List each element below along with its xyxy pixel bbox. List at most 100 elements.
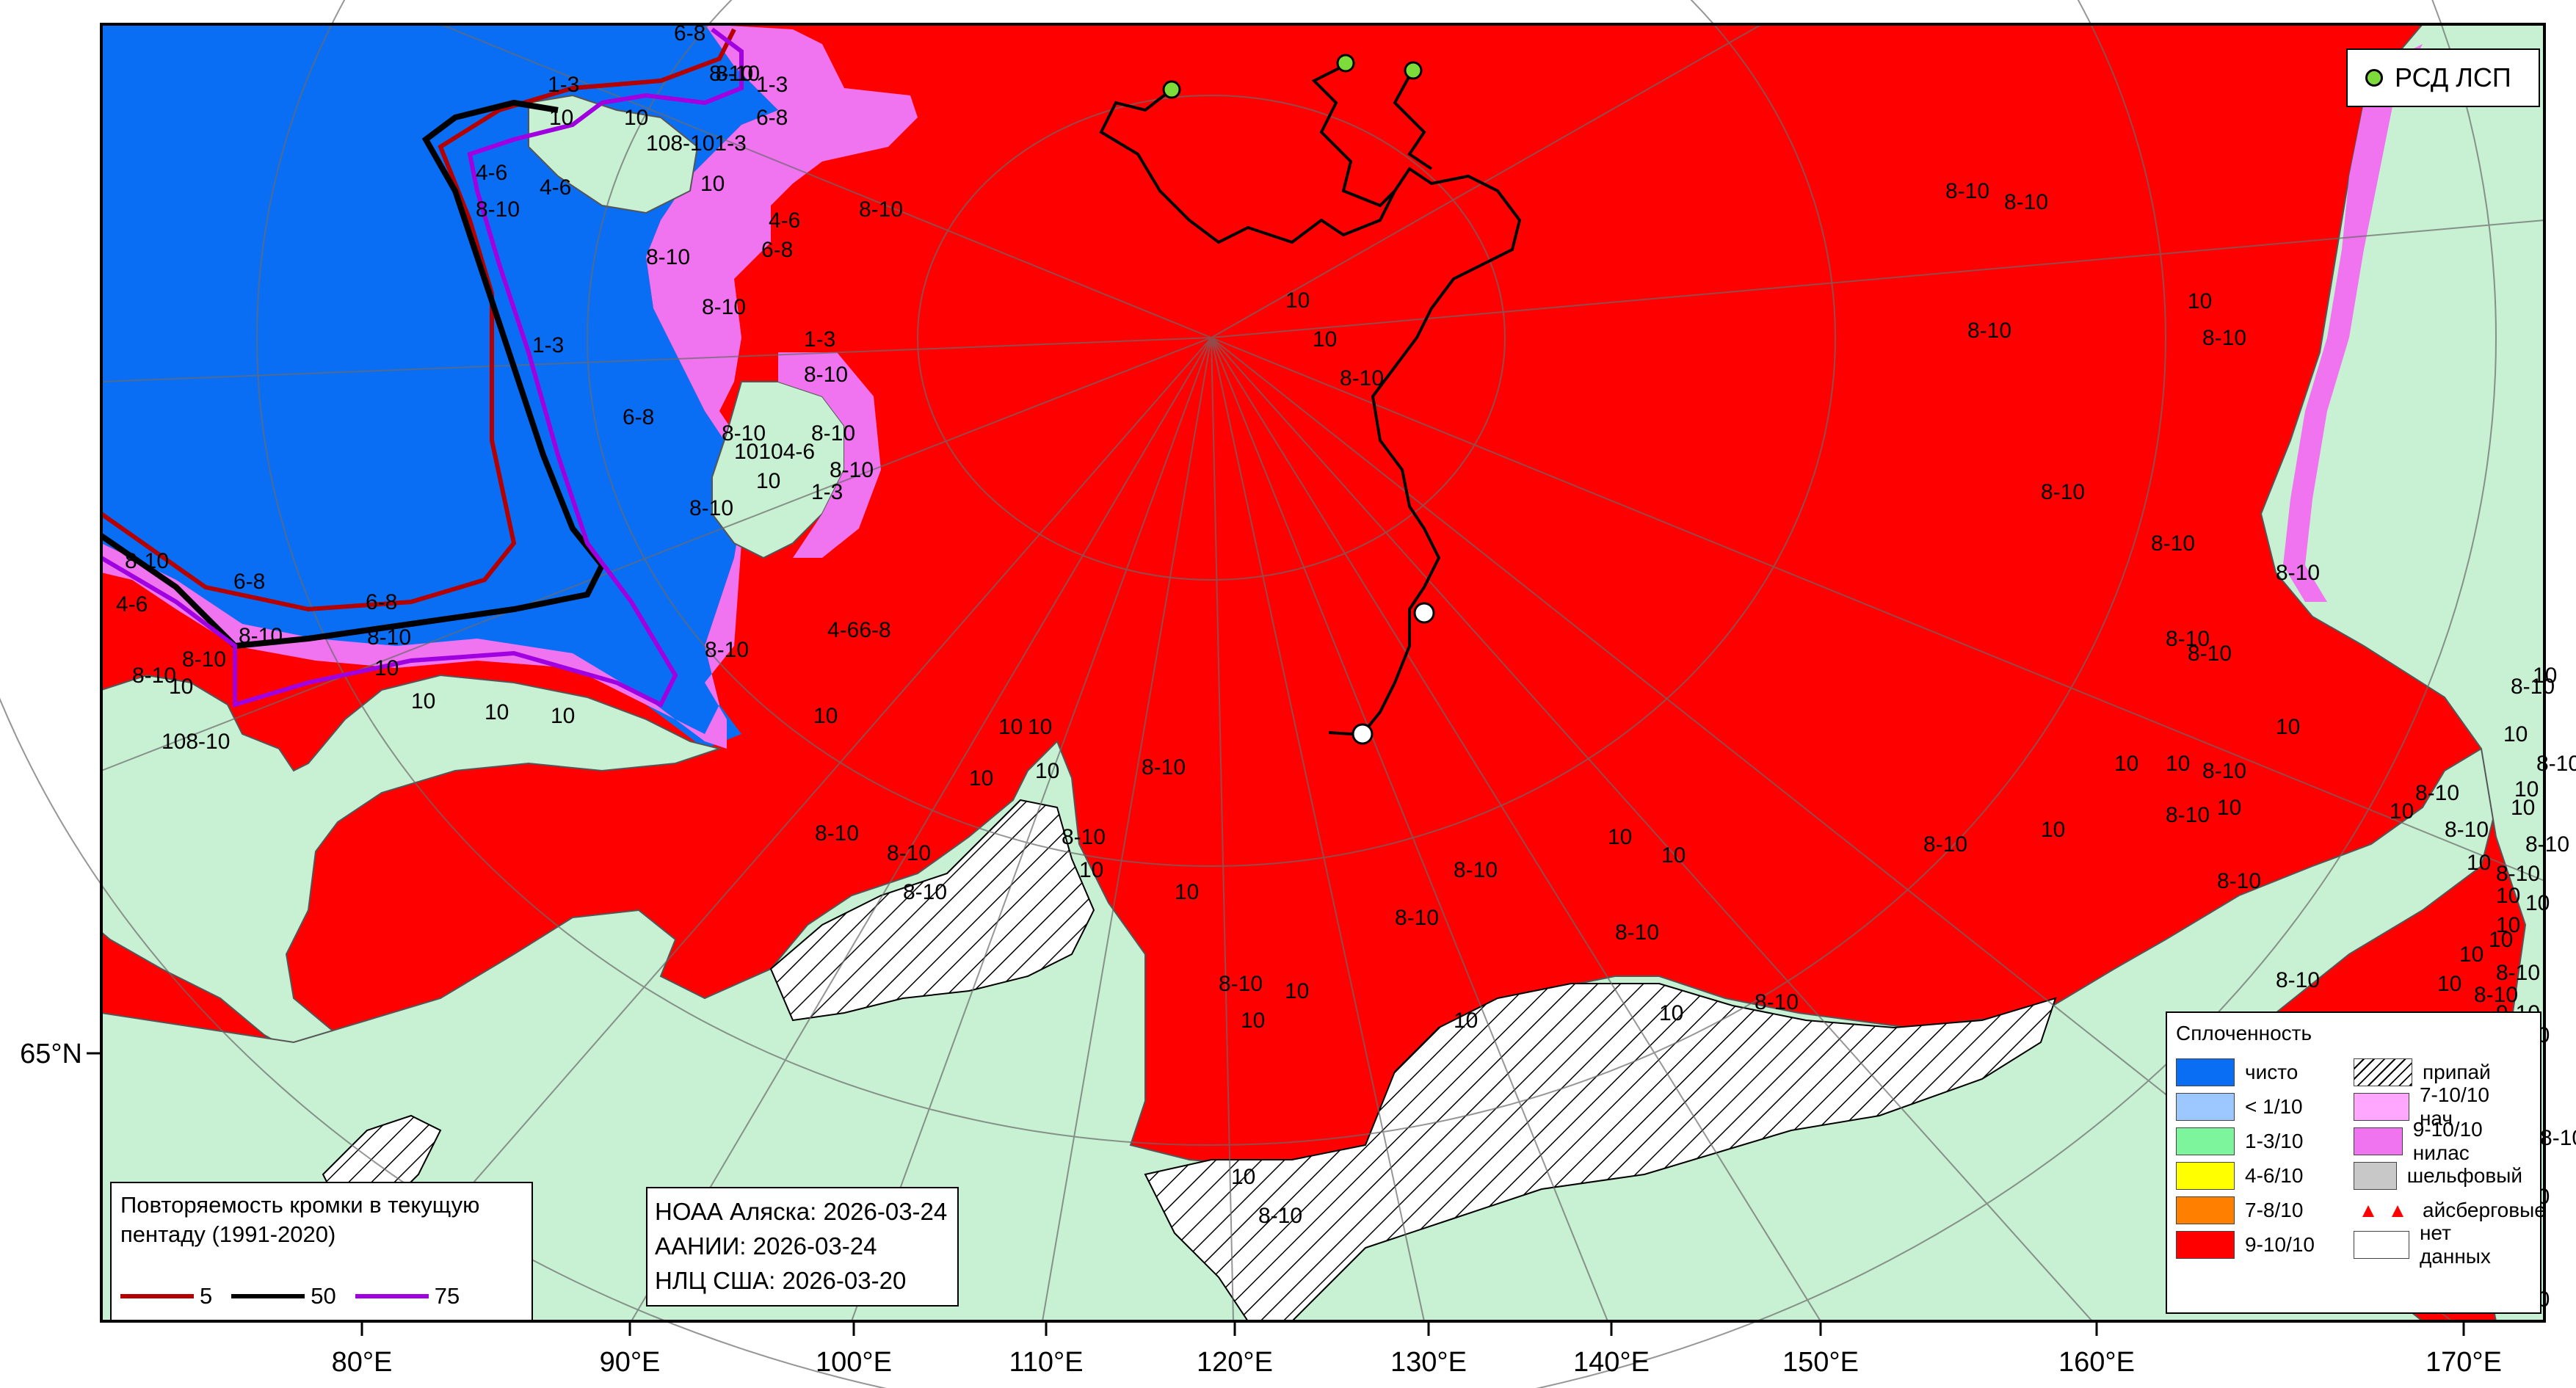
legend-label-nach: 7-10/10 нач [2419, 1083, 2489, 1130]
nilas-band [101, 24, 918, 749]
concentration-label: 8-10 [182, 647, 226, 672]
concentration-label: 8-10 [476, 197, 520, 222]
concentration-label: 6-8 [761, 238, 793, 262]
concentration-label: 10 [1241, 1009, 1265, 1033]
concentration-label: 8-10 [1340, 366, 1384, 390]
legend-item-iceberg: айсберговые [2354, 1196, 2546, 1224]
concentration-label: 8-10 [2496, 862, 2540, 886]
legend-label-iceberg: айсберговые [2423, 1199, 2546, 1221]
concentration-label: 10104-6 [734, 440, 815, 464]
concentration-label: 8-10 [2525, 832, 2569, 857]
concentration-label: 10 [2276, 715, 2300, 739]
concentration-legend: Сплоченность чисто припай < 1/10 7-10/10 на… [2166, 1011, 2546, 1314]
concentration-label: 8-10 [1967, 319, 2011, 343]
concentration-label: 10 [2503, 722, 2528, 746]
source-dates-box: НОАА Аляска: 2026-03-24 ААНИИ: 2026-03-2… [646, 1187, 959, 1307]
x-axis: 80°E 90°E 100°E 110°E 120°E 130°E 140°E 150°E 16… [332, 1321, 2502, 1378]
concentration-label: 10 [2496, 884, 2520, 908]
concentration-label: 8-10 [689, 496, 733, 520]
drift-track-3 [1393, 70, 1433, 170]
fast-ice-laptev [769, 799, 1095, 1022]
rsd-dot-icon [2365, 69, 2383, 87]
concentration-label: 10 [700, 172, 725, 196]
legend-label-c78: 7-8/10 [2245, 1199, 2304, 1221]
concentration-label: 10 [551, 704, 575, 728]
concentration-label: 8-10 [705, 638, 749, 662]
concentration-label: 10 [2459, 942, 2484, 967]
concentration-label: 10 [969, 766, 993, 791]
concentration-label: 10 [813, 704, 838, 728]
edge-line-75 [100, 27, 744, 708]
concentration-label: 10 [1313, 327, 1337, 352]
concentration-label: 8-10 [804, 363, 848, 387]
concentration-label: 10 [1035, 759, 1059, 783]
edge-line-50 [99, 99, 606, 650]
concentration-label: 8-10 [125, 549, 169, 573]
concentration-label: 10 [2437, 972, 2461, 996]
legend-label-clear: чисто [2245, 1061, 2299, 1083]
concentration-label: 8-10 [2217, 869, 2261, 893]
y-axis: 65°N [20, 1039, 101, 1069]
concentration-label: 8-10 [2445, 818, 2489, 842]
concentration-label: 10 [2525, 891, 2550, 915]
legend-swatch-clear [2176, 1058, 2235, 1086]
edge-legend-item-75: 75 [355, 1283, 460, 1309]
legend-label-lt1: < 1/10 [2245, 1095, 2303, 1118]
concentration-label: 8-10 [2004, 190, 2048, 214]
concentration-label: 10 [485, 700, 509, 724]
concentration-label: 10 [1608, 825, 1632, 849]
nilas-chukchi [2283, 44, 2423, 602]
concentration-label: 10 [2467, 851, 2491, 875]
concentration-label: 10 [1454, 1009, 1478, 1033]
concentration-label: 8-10 [903, 880, 947, 904]
legend-item-nodata: нет данных [2354, 1221, 2522, 1268]
concentration-label: 8-10 [815, 821, 859, 846]
x-tick-label: 80°E [332, 1347, 393, 1378]
concentration-label: 10 [1175, 880, 1199, 904]
rsd-marker-1 [1162, 80, 1181, 99]
edge-swatch-50 [231, 1294, 305, 1298]
legend-label-c13: 1-3/10 [2245, 1130, 2304, 1152]
x-tick-label: 140°E [1573, 1347, 1650, 1378]
legend-item-lt1: < 1/10 [2176, 1093, 2345, 1121]
legend-item-fast: припай [2354, 1058, 2522, 1086]
concentration-label: 8-10 [2202, 759, 2246, 783]
legend-swatch-lt1 [2176, 1093, 2235, 1121]
legend-swatch-iceberg [2354, 1196, 2412, 1224]
concentration-label: 108-10 [162, 730, 230, 754]
concentration-label: 10 [2188, 289, 2212, 313]
edge-legend-item-5: 5 [120, 1283, 212, 1309]
concentration-label: 8-10 [132, 664, 176, 688]
concentration-label: 8-10 [1258, 1204, 1302, 1228]
legend-item-c78: 7-8/10 [2176, 1196, 2345, 1224]
concentration-label: 8-10 [1395, 906, 1439, 930]
x-tick-label: 100°E [816, 1347, 892, 1378]
concentration-label: 10 [2496, 913, 2520, 937]
concentration-label: 8-10 [1219, 972, 1263, 996]
edge-frequency-legend: Повторяемость кромки в текущую пентаду (… [110, 1182, 533, 1321]
concentration-label: 8-10 [2041, 480, 2085, 504]
legend-item-nilas: 9-10/10 нилас [2354, 1118, 2522, 1164]
edge-swatch-5 [120, 1294, 194, 1298]
legend-swatch-nodata [2354, 1231, 2409, 1259]
legend-swatch-fast [2354, 1058, 2412, 1086]
concentration-label: 10 [998, 715, 1023, 739]
concentration-label: 1-3 [804, 327, 835, 352]
concentration-label: 8-10 [2202, 326, 2246, 350]
legend-swatch-shelf [2354, 1162, 2397, 1190]
concentration-label: 4-6 [769, 208, 800, 233]
concentration-label: 1-3 [532, 333, 564, 357]
concentration-label: 8-10 [709, 62, 753, 86]
concentration-label: 8-10 [367, 625, 411, 650]
concentration-label: 10 [2114, 752, 2138, 776]
concentration-label: 10 [2514, 777, 2539, 802]
legend-item-c46: 4-6/10 [2176, 1162, 2345, 1190]
concentration-label: 8-10 [887, 841, 931, 865]
concentration-label: 10 [1285, 979, 1309, 1003]
x-tick-label: 160°E [2058, 1347, 2135, 1378]
legend-title: Сплоченность [2176, 1022, 2312, 1044]
concentration-label: 10 [624, 106, 648, 130]
concentration-label: 10 [1231, 1165, 1255, 1189]
legend-item-nach: 7-10/10 нач [2354, 1083, 2522, 1130]
